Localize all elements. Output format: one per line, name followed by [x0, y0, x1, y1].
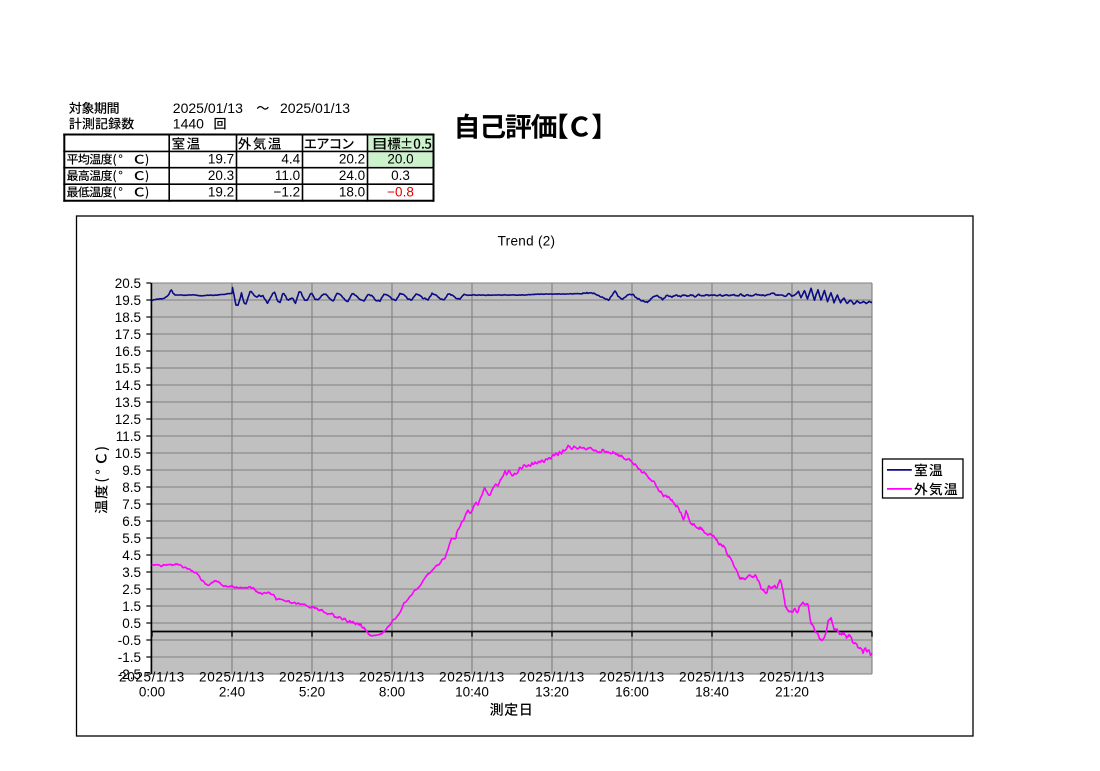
svg-text:−1.2: −1.2: [274, 184, 301, 199]
svg-text:2025/1/13: 2025/1/13: [679, 669, 745, 684]
svg-text:2025/1/13: 2025/1/13: [359, 669, 425, 684]
svg-text:4.4: 4.4: [281, 152, 300, 167]
svg-text:7.5: 7.5: [122, 497, 141, 512]
svg-text:19.7: 19.7: [208, 152, 234, 167]
svg-text:14.5: 14.5: [115, 378, 141, 393]
svg-text:6.5: 6.5: [122, 514, 141, 529]
svg-text:10.5: 10.5: [115, 446, 141, 461]
svg-text:1440: 1440: [173, 115, 204, 131]
svg-text:11.5: 11.5: [116, 429, 141, 444]
svg-text:18.0: 18.0: [339, 184, 365, 199]
svg-text:5.5: 5.5: [122, 531, 141, 546]
svg-text:2025/1/13: 2025/1/13: [759, 669, 825, 684]
svg-text:−0.8: −0.8: [387, 184, 414, 199]
svg-text:16:00: 16:00: [615, 685, 649, 700]
svg-text:2025/1/13: 2025/1/13: [519, 669, 585, 684]
svg-text:2025/1/13: 2025/1/13: [279, 669, 345, 684]
svg-text:0:00: 0:00: [139, 685, 165, 700]
svg-text:9.5: 9.5: [122, 463, 141, 478]
svg-text:3.5: 3.5: [122, 565, 141, 580]
svg-text:20.2: 20.2: [339, 152, 365, 167]
svg-text:20.3: 20.3: [208, 168, 234, 183]
svg-text:2025/1/13: 2025/1/13: [599, 669, 665, 684]
svg-text:13.5: 13.5: [115, 395, 141, 410]
svg-text:0.3: 0.3: [391, 168, 410, 183]
svg-text:18:40: 18:40: [695, 685, 729, 700]
svg-text:15.5: 15.5: [115, 361, 141, 376]
svg-text:18.5: 18.5: [115, 310, 141, 325]
svg-text:24.0: 24.0: [339, 168, 365, 183]
svg-text:2025/1/13: 2025/1/13: [119, 669, 185, 684]
svg-text:8:00: 8:00: [379, 685, 405, 700]
svg-text:2.5: 2.5: [122, 582, 141, 597]
svg-text:17.5: 17.5: [115, 327, 141, 342]
svg-text:-1.5: -1.5: [118, 650, 141, 665]
svg-text:2025/01/13: 2025/01/13: [173, 100, 243, 116]
svg-text:19.2: 19.2: [208, 184, 234, 199]
svg-text:4.5: 4.5: [122, 548, 141, 563]
svg-text:2025/01/13: 2025/01/13: [280, 100, 350, 116]
svg-text:2:40: 2:40: [219, 685, 245, 700]
svg-text:16.5: 16.5: [115, 344, 141, 359]
svg-text:13:20: 13:20: [535, 685, 569, 700]
svg-text:5:20: 5:20: [299, 685, 325, 700]
svg-text:20.5: 20.5: [115, 276, 141, 291]
svg-text:Trend (2): Trend (2): [498, 234, 556, 249]
svg-text:11.0: 11.0: [275, 168, 300, 183]
svg-text:12.5: 12.5: [115, 412, 141, 427]
svg-text:1.5: 1.5: [122, 599, 141, 614]
svg-text:0.5: 0.5: [122, 616, 141, 631]
svg-text:-0.5: -0.5: [118, 633, 141, 648]
svg-text:8.5: 8.5: [122, 480, 141, 495]
svg-text:21:20: 21:20: [775, 685, 809, 700]
svg-text:-2.5: -2.5: [118, 667, 141, 682]
svg-text:2025/1/13: 2025/1/13: [439, 669, 505, 684]
svg-text:19.5: 19.5: [115, 293, 141, 308]
svg-text:10:40: 10:40: [455, 685, 489, 700]
svg-text:20.0: 20.0: [387, 152, 413, 167]
svg-text:2025/1/13: 2025/1/13: [199, 669, 265, 684]
